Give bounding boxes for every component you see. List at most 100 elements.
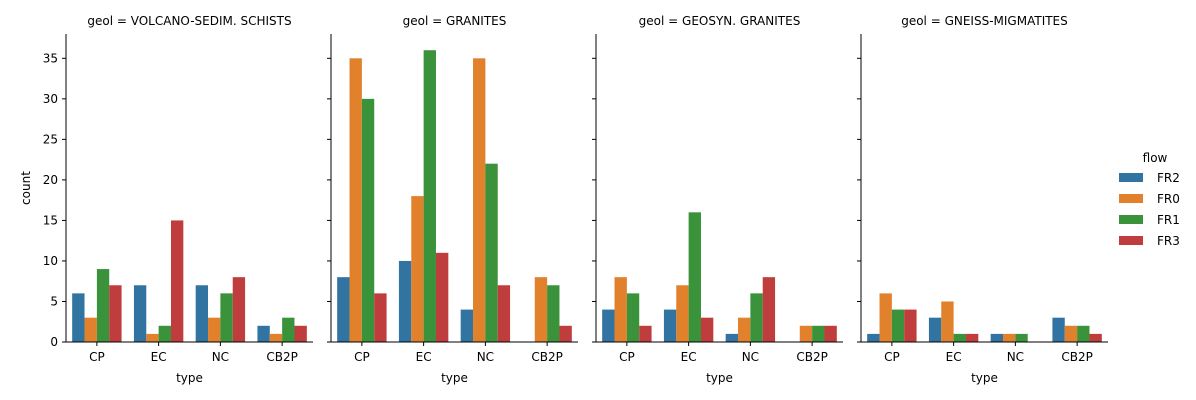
bar bbox=[626, 293, 640, 342]
bar bbox=[337, 277, 350, 342]
facet-title: geol = GRANITES bbox=[403, 14, 507, 28]
bar bbox=[220, 293, 233, 342]
x-tick-label: NC bbox=[742, 350, 759, 364]
x-tick-label: CP bbox=[619, 350, 635, 364]
x-axis-label: type bbox=[441, 371, 468, 385]
x-tick-label: CB2P bbox=[266, 350, 297, 364]
x-tick-label: CP bbox=[884, 350, 900, 364]
bar bbox=[700, 317, 714, 342]
legend-label: FR0 bbox=[1157, 192, 1180, 206]
bar bbox=[460, 309, 474, 342]
bar bbox=[109, 285, 122, 342]
bar bbox=[1052, 317, 1065, 342]
legend-label: FR3 bbox=[1157, 234, 1180, 248]
bar bbox=[361, 98, 375, 342]
facet-panel: geol = VOLCANO-SEDIM. SCHISTS 0 5 10 15 20 25 3… bbox=[19, 14, 313, 385]
bar bbox=[170, 220, 184, 342]
bar bbox=[799, 325, 813, 342]
bar bbox=[990, 333, 1004, 342]
bar bbox=[1003, 333, 1016, 342]
bar bbox=[602, 309, 615, 342]
bar bbox=[423, 50, 436, 343]
bar bbox=[824, 325, 837, 342]
x-tick-label: NC bbox=[477, 350, 494, 364]
bar bbox=[1015, 333, 1028, 342]
x-tick-label: EC bbox=[151, 350, 167, 364]
facet-title: geol = GEOSYN. GRANITES bbox=[639, 14, 801, 28]
bar bbox=[158, 325, 171, 342]
bar bbox=[282, 317, 295, 342]
bar bbox=[688, 212, 701, 342]
bar bbox=[879, 293, 892, 342]
facet-title: geol = GNEISS-MIGMATITES bbox=[901, 14, 1068, 28]
legend-swatch bbox=[1119, 173, 1143, 182]
legend-title: flow bbox=[1143, 151, 1168, 165]
x-tick-label: CP bbox=[354, 350, 370, 364]
bar bbox=[84, 317, 97, 342]
x-tick-label: EC bbox=[946, 350, 962, 364]
y-tick-label: 10 bbox=[43, 254, 58, 268]
facet-panels: geol = VOLCANO-SEDIM. SCHISTS 0 5 10 15 20 25 3… bbox=[19, 14, 1108, 385]
bar bbox=[1089, 333, 1102, 342]
bar bbox=[146, 333, 159, 342]
bar bbox=[72, 293, 85, 342]
y-tick-label: 0 bbox=[50, 335, 58, 349]
bar bbox=[473, 58, 486, 342]
bar bbox=[663, 309, 677, 342]
bar bbox=[639, 325, 652, 342]
bar bbox=[750, 293, 763, 342]
legend-swatch bbox=[1119, 236, 1143, 245]
bar bbox=[904, 309, 917, 342]
bar bbox=[294, 325, 307, 342]
x-tick-label: CP bbox=[89, 350, 105, 364]
bar bbox=[398, 260, 412, 342]
bar bbox=[676, 285, 689, 342]
bar bbox=[269, 333, 283, 342]
bar bbox=[547, 285, 560, 342]
bar bbox=[497, 285, 511, 342]
legend-label: FR2 bbox=[1157, 171, 1180, 185]
bar bbox=[867, 333, 880, 342]
bar bbox=[725, 333, 739, 342]
x-axis-label: type bbox=[971, 371, 998, 385]
y-tick-label: 35 bbox=[43, 51, 58, 65]
bar bbox=[812, 325, 825, 342]
bar bbox=[195, 285, 209, 342]
bar bbox=[96, 269, 110, 342]
bar bbox=[953, 333, 966, 342]
bar bbox=[208, 317, 221, 342]
bar bbox=[891, 309, 905, 342]
y-tick-label: 20 bbox=[43, 173, 58, 187]
bar bbox=[559, 325, 572, 342]
y-tick-label: 15 bbox=[43, 213, 58, 227]
x-tick-label: CB2P bbox=[1061, 350, 1092, 364]
bar bbox=[232, 277, 246, 342]
bar bbox=[534, 277, 548, 342]
y-tick-label: 5 bbox=[50, 294, 58, 308]
bar bbox=[928, 317, 942, 342]
bar bbox=[435, 252, 449, 342]
legend-swatch bbox=[1119, 215, 1143, 224]
legend-swatch bbox=[1119, 194, 1143, 203]
y-axis-label: count bbox=[19, 171, 33, 205]
legend: flow FR2 FR0 FR1 FR3 bbox=[1119, 151, 1180, 248]
bar bbox=[485, 163, 498, 342]
y-tick-label: 30 bbox=[43, 92, 58, 106]
y-tick-label: 25 bbox=[43, 132, 58, 146]
bar bbox=[257, 325, 270, 342]
x-tick-label: EC bbox=[681, 350, 697, 364]
bar bbox=[1064, 325, 1078, 342]
facet-panel: geol = GRANITES CP EC NC CB2P type bbox=[327, 14, 578, 385]
x-axis-label: type bbox=[176, 371, 203, 385]
facet-panel: geol = GNEISS-MIGMATITES CP EC NC CB2P type bbox=[857, 14, 1108, 385]
x-axis-label: type bbox=[706, 371, 733, 385]
bar bbox=[762, 277, 776, 342]
bar bbox=[374, 293, 387, 342]
x-tick-label: EC bbox=[416, 350, 432, 364]
bar bbox=[614, 277, 627, 342]
x-tick-label: CB2P bbox=[531, 350, 562, 364]
bar bbox=[965, 333, 979, 342]
bar bbox=[941, 301, 954, 342]
legend-items: FR2 FR0 FR1 FR3 bbox=[1119, 171, 1180, 248]
